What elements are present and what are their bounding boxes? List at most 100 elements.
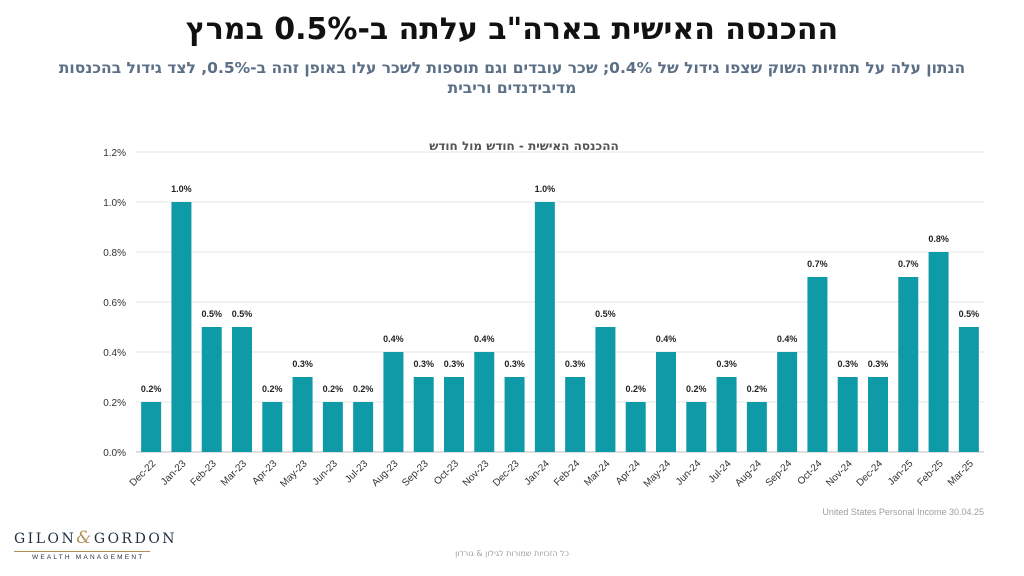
x-tick-label: Jan-24 [523, 458, 553, 488]
x-tick-label: Feb-25 [916, 458, 946, 488]
bar [292, 377, 313, 452]
bar-chart: ההכנסה האישית - חודש מול חודש 0.0%0.2%0.… [103, 139, 984, 490]
y-tick-label: 1.2% [103, 148, 126, 159]
logo-ampersand: & [76, 528, 94, 548]
bar [353, 402, 374, 452]
x-tick-label: Jan-23 [159, 458, 189, 488]
x-tick-label: Oct-24 [796, 458, 825, 487]
bar [171, 202, 192, 452]
bar [141, 402, 162, 452]
data-label: 0.3% [444, 359, 465, 369]
bar [625, 402, 646, 452]
x-tick-label: Sep-24 [764, 458, 795, 489]
bar [383, 352, 404, 452]
data-label: 0.5% [232, 309, 253, 319]
data-label: 0.2% [625, 384, 646, 394]
x-tick-label: Mar-23 [219, 458, 249, 488]
x-tick-label: Oct-23 [432, 458, 461, 487]
data-label: 1.0% [535, 184, 556, 194]
copyright-footer: כל הזכויות שמורות לגילון & גורדון [455, 549, 569, 558]
logo-tagline: WEALTH MANAGEMENT [32, 554, 145, 561]
x-tick-label: May-23 [278, 458, 310, 490]
bar [746, 402, 767, 452]
logo-name-right: GORDON [93, 531, 178, 547]
x-tick-label: Mar-25 [946, 458, 976, 488]
y-tick-label: 0.6% [103, 298, 126, 309]
x-tick-label: May-24 [642, 458, 674, 490]
bar [565, 377, 586, 452]
data-label: 0.7% [807, 259, 828, 269]
bars [141, 202, 979, 452]
logo-divider [14, 551, 150, 552]
data-label: 0.3% [504, 359, 525, 369]
x-tick-label: Aug-23 [370, 458, 401, 489]
x-tick-label: Jun-23 [311, 458, 341, 488]
bar [686, 402, 707, 452]
data-label: 0.2% [262, 384, 283, 394]
data-label: 0.2% [353, 384, 374, 394]
bar [898, 277, 919, 452]
company-logo: GILON&GORDON WEALTH MANAGEMENT [14, 528, 175, 561]
y-tick-label: 1.0% [103, 198, 126, 209]
data-label: 0.3% [413, 359, 434, 369]
x-tick-label: Mar-24 [582, 458, 612, 488]
bar [807, 277, 828, 452]
bar [232, 327, 252, 452]
logo-name-left: GILON [14, 531, 77, 547]
x-tick-label: Jun-24 [674, 458, 704, 488]
source-note: United States Personal Income 30.04.25 [822, 507, 984, 517]
x-tick-label: Jan-25 [886, 458, 916, 488]
bar [868, 377, 888, 452]
bar [262, 402, 283, 452]
data-label: 0.3% [837, 359, 858, 369]
x-tick-label: Jul-24 [707, 458, 734, 485]
bar [504, 377, 525, 452]
bar [474, 352, 495, 452]
bar [595, 327, 616, 452]
page-title: ההכנסה האישית בארה"ב עלתה ב-0.5% במרץ [185, 12, 839, 47]
page-subtitle: הנתון עלה על תחזיות השוק שצפו גידול של 0… [58, 59, 966, 97]
bar [716, 377, 737, 452]
data-label: 0.2% [141, 384, 162, 394]
data-label: 0.4% [383, 334, 404, 344]
bar [201, 327, 222, 452]
bar [444, 377, 464, 452]
x-tick-label: Dec-22 [128, 458, 159, 489]
bar [322, 402, 343, 452]
data-label: 0.3% [565, 359, 586, 369]
data-label: 0.3% [292, 359, 313, 369]
y-axis-ticks: 0.0% 0.2% 0.4% 0.6% 0.8% 1.0% 1.2% [103, 148, 126, 459]
y-tick-label: 0.2% [103, 398, 126, 409]
x-tick-label: Dec-23 [491, 458, 522, 489]
data-label: 0.2% [747, 384, 768, 394]
bar [413, 377, 434, 452]
data-label: 0.3% [868, 359, 889, 369]
data-label: 0.3% [716, 359, 737, 369]
data-label: 0.5% [201, 309, 222, 319]
chart-title: ההכנסה האישית - חודש מול חודש [429, 139, 618, 153]
data-label: 0.4% [474, 334, 495, 344]
data-label: 0.4% [656, 334, 677, 344]
data-label: 0.5% [595, 309, 616, 319]
bar [656, 352, 676, 452]
logo-wordmark: GILON&GORDON [14, 528, 175, 548]
x-tick-label: Feb-23 [189, 458, 219, 488]
bar [958, 327, 979, 452]
y-tick-label: 0.0% [103, 448, 126, 459]
x-tick-label: Jul-23 [343, 458, 370, 485]
data-label: 1.0% [171, 184, 192, 194]
data-label: 0.5% [959, 309, 980, 319]
x-tick-label: Apr-23 [250, 458, 279, 487]
x-tick-label: Sep-23 [400, 458, 431, 489]
data-labels: 0.2% 1.0% 0.5% 0.5% 0.2% 0.3% 0.2% 0.2% 0.4% 0.3%… [141, 184, 979, 394]
y-tick-label: 0.8% [103, 248, 126, 259]
data-label: 0.2% [686, 384, 707, 394]
x-tick-label: Dec-24 [855, 458, 886, 489]
data-label: 0.4% [777, 334, 798, 344]
x-tick-label: Nov-24 [824, 458, 855, 489]
bar [928, 252, 949, 452]
y-tick-label: 0.4% [103, 348, 126, 359]
bar [777, 352, 798, 452]
data-label: 0.8% [928, 234, 949, 244]
